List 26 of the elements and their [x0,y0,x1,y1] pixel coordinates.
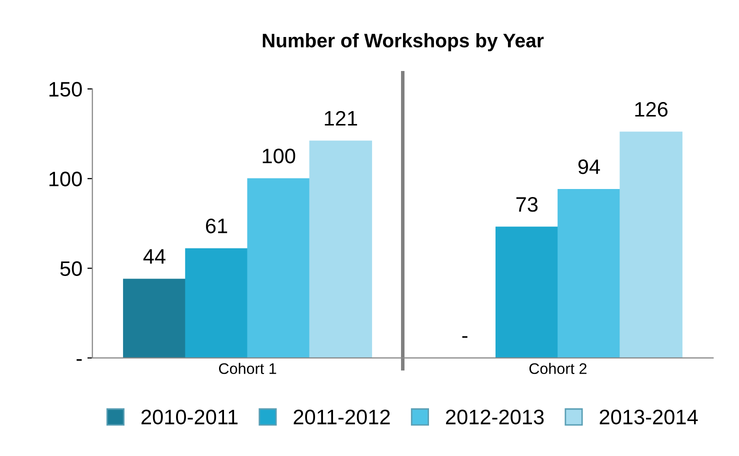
bar [185,248,248,358]
data-label: 94 [578,159,600,174]
bar [558,189,620,358]
y-tick-label: 150 [49,82,82,97]
bar [620,132,682,358]
x-tick-label: Cohort 1 [219,362,276,374]
legend-label: 2012-2013 [446,410,544,424]
data-label: 126 [635,102,668,117]
bar [123,278,186,358]
legend-label: 2013-2014 [600,410,698,424]
y-tick-label: 50 [60,261,82,276]
legend-label: 2010-2011 [142,410,238,424]
bar [309,140,372,358]
data-label: 61 [206,218,228,234]
data-label: - [462,336,468,338]
bar [496,226,558,358]
data-label: 73 [516,197,538,212]
data-label: 44 [143,249,166,264]
x-tick-label: Cohort 2 [529,362,586,374]
legend-label: 2011-2012 [294,410,390,424]
bar [247,178,310,358]
data-label: 121 [324,110,358,126]
y-tick-label: 100 [49,172,82,186]
y-tick-label: - [76,359,82,361]
data-label: 100 [262,148,296,164]
chart-title: Number of Workshops by Year [262,33,544,52]
